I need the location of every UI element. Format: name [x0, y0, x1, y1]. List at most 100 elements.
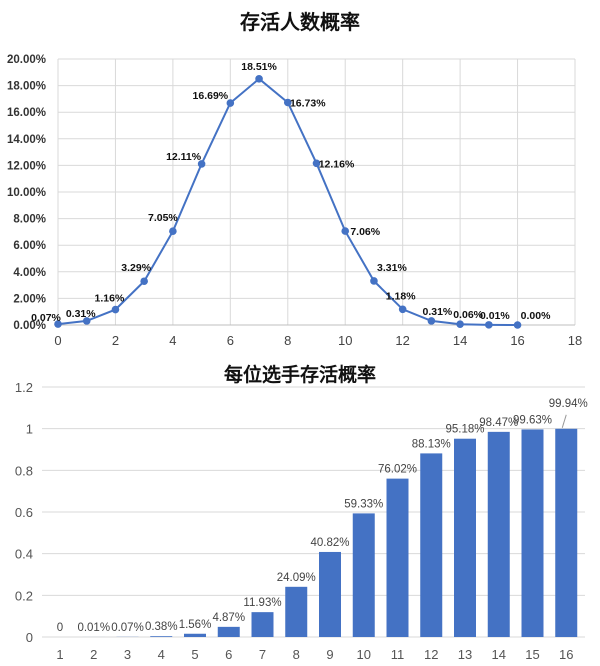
data-label: 59.33%	[344, 498, 383, 510]
x-axis-tick-label: 0	[54, 333, 61, 348]
bar	[285, 586, 308, 637]
data-label: 16.73%	[290, 97, 326, 109]
data-label: 99.63%	[513, 414, 552, 426]
label-leader-line	[561, 414, 567, 428]
y-axis-tick-label: 0.6	[15, 505, 33, 520]
bar	[217, 626, 240, 637]
y-axis-tick-label: 6.00%	[13, 240, 46, 252]
y-axis-tick-label: 10.00%	[7, 187, 46, 199]
data-point	[398, 305, 407, 314]
y-axis-tick-label: 0.00%	[13, 320, 46, 332]
data-label: 7.06%	[350, 226, 380, 238]
data-point	[370, 277, 378, 285]
bar	[184, 633, 206, 637]
data-label: 0.38%	[145, 621, 178, 633]
bar	[386, 478, 409, 637]
data-point	[226, 99, 235, 107]
x-axis-tick-label: 10	[357, 647, 371, 662]
data-point	[283, 98, 292, 107]
data-label: 12.11%	[166, 151, 202, 163]
x-axis-tick-label: 4	[158, 647, 165, 662]
data-label: 4.87%	[212, 612, 245, 624]
data-point	[427, 317, 436, 325]
x-axis-tick-label: 6	[227, 333, 234, 348]
data-label: 1.18%	[386, 290, 416, 302]
data-label: 88.13%	[412, 438, 451, 450]
bar	[487, 431, 510, 637]
data-label: 18.51%	[241, 61, 277, 73]
x-axis-tick-label: 4	[169, 333, 176, 348]
data-point	[197, 160, 206, 168]
y-axis-tick-label: 2.00%	[13, 293, 46, 305]
x-axis-tick-label: 2	[112, 333, 119, 348]
bar	[319, 551, 341, 637]
x-axis-tick-label: 9	[326, 647, 333, 662]
data-label: 0.01%	[480, 310, 510, 322]
data-label: 0.07%	[111, 622, 144, 634]
x-axis-tick-label: 3	[124, 647, 131, 662]
x-axis-tick-label: 2	[90, 647, 97, 662]
x-axis-tick-label: 1	[56, 647, 63, 662]
y-axis-tick-label: 0.8	[15, 463, 33, 478]
data-label: 0.06%	[453, 309, 483, 321]
data-point	[82, 317, 91, 325]
data-label: 3.31%	[377, 262, 407, 274]
x-axis-tick-label: 8	[284, 333, 291, 348]
x-axis-tick-label: 7	[259, 647, 266, 662]
data-label: 3.29%	[121, 262, 151, 274]
line-chart-title: 存活人数概率	[240, 10, 360, 34]
data-label: 0.01%	[77, 622, 110, 634]
y-axis-tick-label: 1	[26, 422, 33, 437]
data-label: 98.47%	[479, 417, 518, 429]
data-label: 12.16%	[319, 158, 355, 170]
bar	[454, 438, 476, 637]
survivor-count-line-chart: 0.00% 2.00% 4.00% 6.00% 8.00% 10.00% 12.00% 14.…	[7, 54, 582, 348]
data-label: 16.69%	[193, 90, 229, 102]
x-axis-tick-label: 10	[338, 333, 352, 348]
data-point	[169, 227, 177, 236]
bar	[150, 636, 173, 637]
x-axis-tick-label: 6	[225, 647, 232, 662]
y-axis-tick-label: 14.00%	[7, 134, 46, 146]
data-label: 1.16%	[95, 293, 125, 305]
data-label: 76.02%	[378, 464, 417, 476]
data-label: 24.09%	[277, 572, 316, 584]
data-label: 0.00%	[521, 310, 551, 322]
data-label: 95.18%	[445, 424, 484, 436]
x-axis-tick-label: 12	[395, 333, 409, 348]
y-axis-tick-label: 12.00%	[7, 160, 46, 172]
x-axis-tick-label: 18	[568, 333, 582, 348]
bar-chart-title: 每位选手存活概率	[223, 364, 376, 386]
y-axis-tick-label: 0	[26, 630, 33, 645]
data-point	[140, 277, 148, 286]
data-point	[312, 159, 321, 168]
y-axis-tick-label: 4.00%	[13, 267, 46, 279]
bar	[420, 453, 443, 637]
data-label: 0.07%	[31, 312, 61, 324]
data-point	[111, 305, 120, 314]
y-axis-tick-label: 8.00%	[13, 214, 46, 226]
bar	[555, 428, 578, 637]
y-axis-tick-label: 1.2	[15, 380, 33, 395]
x-axis-tick-label: 5	[191, 647, 198, 662]
y-axis-tick-label: 16.00%	[7, 107, 46, 119]
data-point	[341, 227, 350, 235]
x-axis-tick-label: 12	[424, 647, 438, 662]
x-axis-tick-label: 8	[293, 647, 300, 662]
bar	[352, 513, 375, 637]
data-label: 1.56%	[179, 619, 212, 631]
x-axis-tick-label: 14	[453, 333, 467, 348]
data-point	[485, 321, 493, 329]
y-axis-tick-label: 0.2	[15, 588, 33, 603]
x-axis-tick-label: 15	[525, 647, 539, 662]
x-axis-tick-label: 16	[559, 647, 573, 662]
bar	[251, 612, 274, 637]
data-label: 0	[57, 622, 63, 634]
data-label: 0.31%	[66, 308, 96, 320]
x-axis-tick-label: 14	[492, 647, 506, 662]
bar	[521, 429, 544, 637]
data-label: 7.05%	[148, 212, 178, 224]
data-point	[54, 320, 62, 328]
data-label: 11.93%	[243, 597, 281, 609]
